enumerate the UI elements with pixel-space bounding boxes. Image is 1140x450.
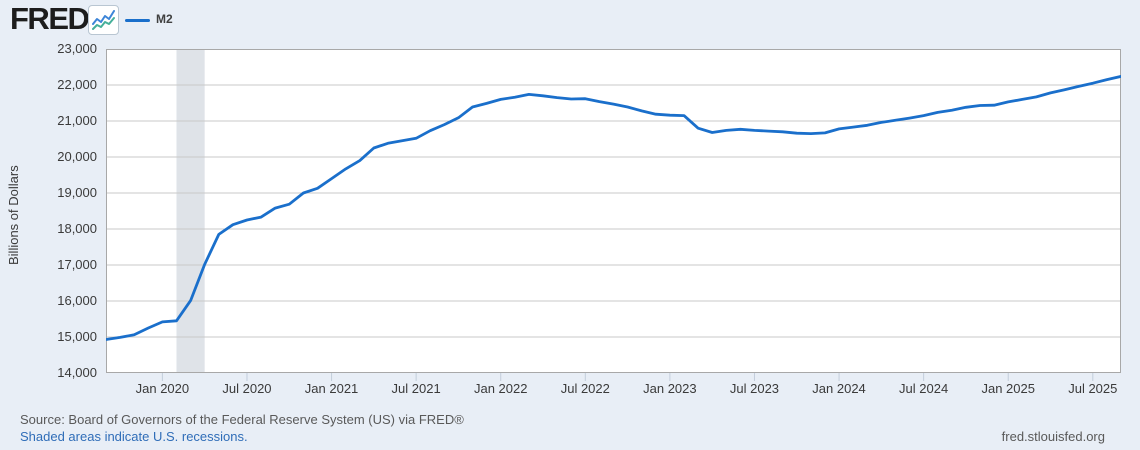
chart-svg[interactable] [104, 49, 1123, 383]
x-tick-label: Jul 2023 [729, 381, 780, 396]
y-tick-label: 17,000 [57, 257, 97, 272]
legend-series-label: M2 [156, 12, 173, 26]
y-tick-label: 14,000 [57, 365, 97, 380]
y-tick-label: 19,000 [57, 185, 97, 200]
x-tick-label: Jul 2020 [222, 381, 272, 396]
y-tick-label: 15,000 [57, 329, 97, 344]
fred-sparkline-icon [88, 5, 119, 35]
y-tick-label: 16,000 [57, 293, 97, 308]
x-tick-label: Jan 2024 [812, 381, 866, 396]
recession-shading-band [176, 49, 205, 373]
x-tick-label: Jul 2024 [899, 381, 949, 396]
x-tick-label: Jul 2021 [391, 381, 441, 396]
recession-note-link[interactable]: Shaded areas indicate U.S. recessions. [20, 429, 248, 444]
y-tick-label: 20,000 [57, 149, 97, 164]
x-tick-label: Jul 2022 [560, 381, 610, 396]
x-tick-label: Jan 2025 [981, 381, 1035, 396]
x-tick-label: Jan 2021 [304, 381, 359, 396]
plot-area[interactable] [104, 49, 1123, 383]
fred-logo-text: FRED [10, 1, 90, 36]
x-tick-label: Jul 2025 [1068, 381, 1118, 396]
y-tick-label: 22,000 [57, 77, 97, 92]
fred-logo[interactable]: FRED® [10, 1, 95, 45]
legend-line-swatch [125, 19, 150, 22]
m2-series-line [104, 75, 1123, 341]
x-tick-label: Jan 2023 [643, 381, 697, 396]
source-attribution: Source: Board of Governors of the Federa… [20, 412, 464, 427]
x-tick-label: Jan 2020 [135, 381, 190, 396]
plot-frame [106, 49, 1121, 373]
y-tick-label: 21,000 [57, 113, 97, 128]
x-tick-label: Jan 2022 [473, 381, 528, 396]
site-url: fred.stlouisfed.org [1001, 429, 1105, 444]
y-tick-label: 18,000 [57, 221, 97, 236]
y-axis-title: Billions of Dollars [6, 165, 21, 265]
y-tick-label: 23,000 [57, 41, 97, 56]
plot-background [106, 49, 1121, 373]
